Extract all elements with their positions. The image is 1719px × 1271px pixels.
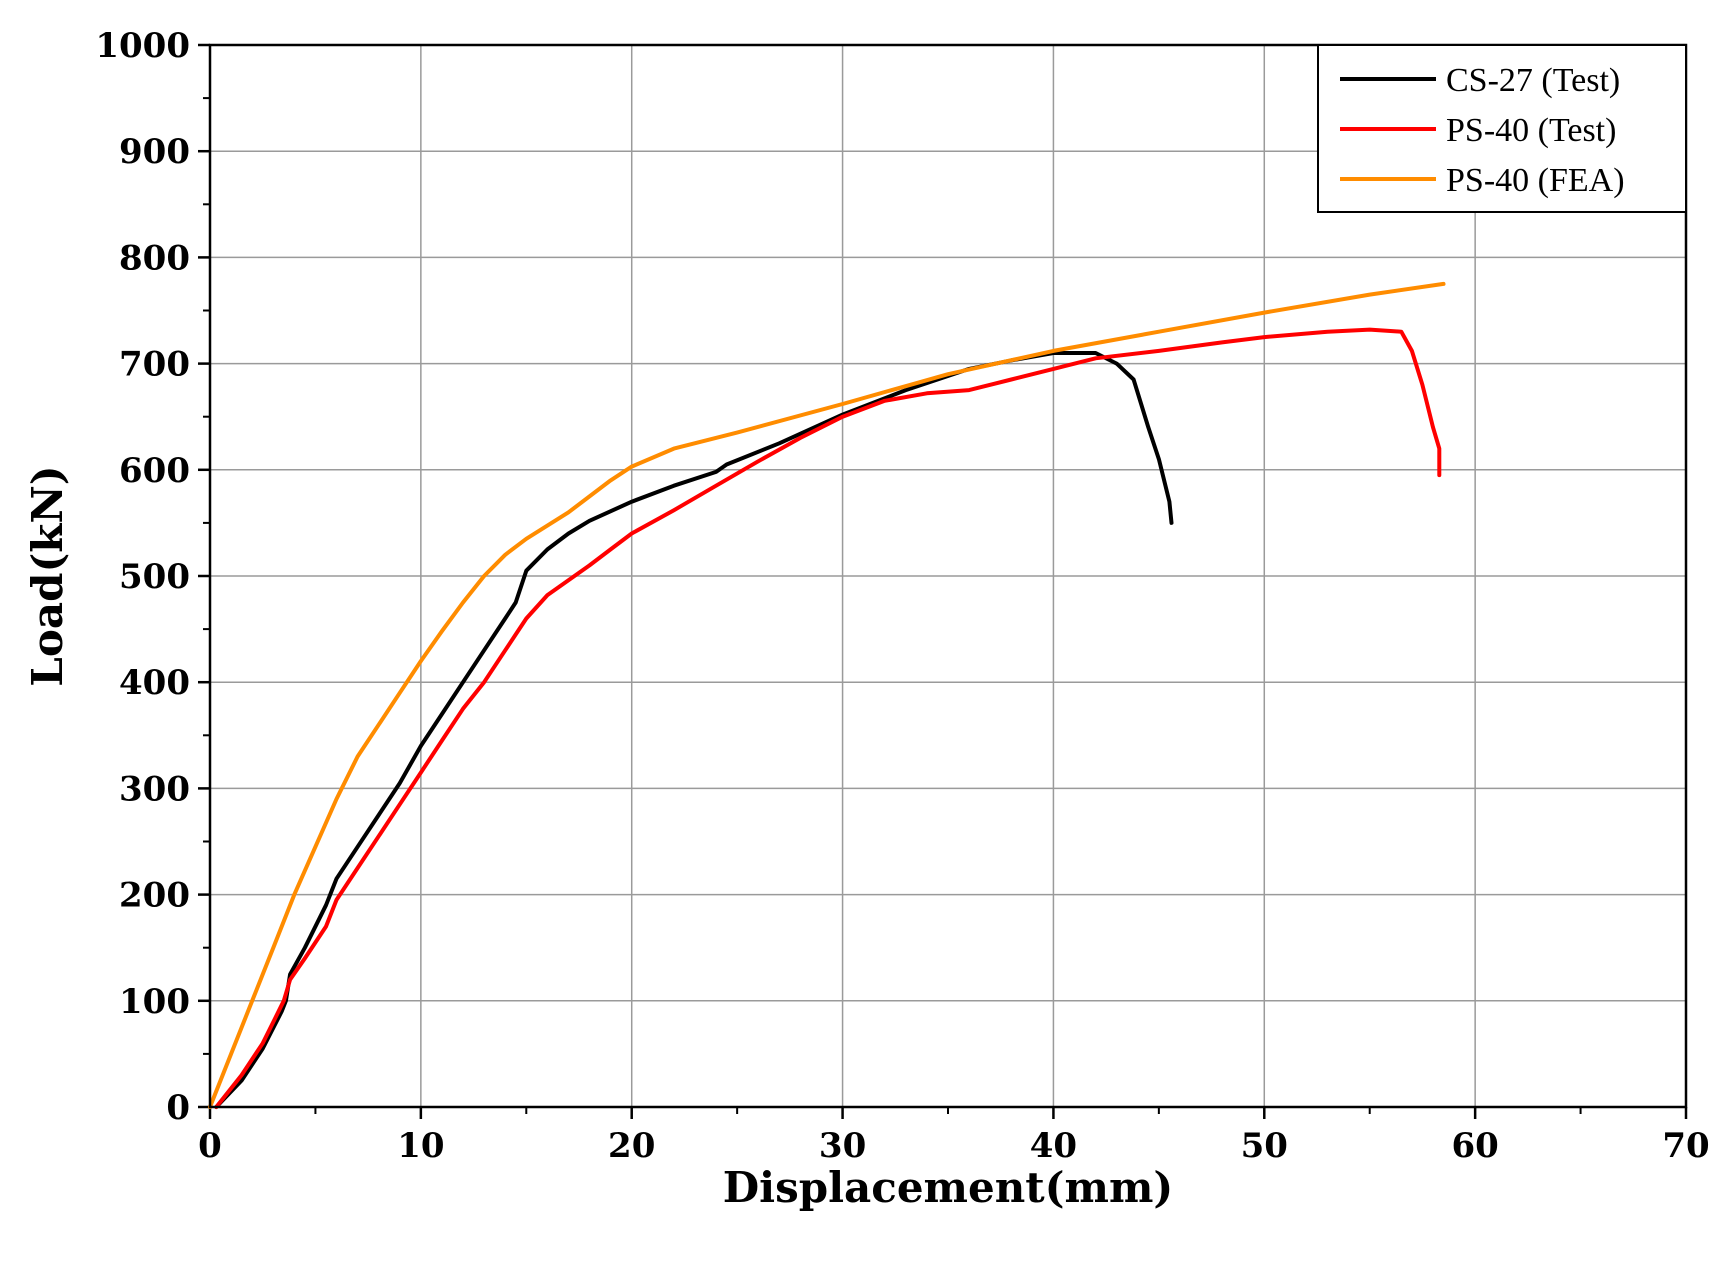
x-tick-label: 70 — [1662, 1126, 1709, 1166]
x-tick-label: 60 — [1451, 1126, 1498, 1166]
grid — [210, 45, 1686, 1107]
legend-label-1: CS-27 (Test) — [1446, 62, 1620, 99]
legend-label-3: PS-40 (FEA) — [1446, 162, 1625, 199]
x-tick-labels: 0 10 20 30 40 50 60 70 — [198, 1126, 1710, 1166]
y-tick-label: 800 — [119, 238, 190, 278]
y-tick-label: 100 — [119, 982, 190, 1022]
series-line-2 — [214, 327, 1442, 1109]
series-layer — [208, 281, 1446, 1109]
y-tick-label: 0 — [166, 1088, 190, 1128]
x-tick-label: 10 — [397, 1126, 444, 1166]
y-axis-label: Load(kN) — [23, 465, 72, 686]
legend-label-2: PS-40 (Test) — [1446, 112, 1616, 149]
x-tick-label: 20 — [608, 1126, 655, 1166]
x-tick-label: 50 — [1241, 1126, 1288, 1166]
y-tick-label: 900 — [119, 132, 190, 172]
series-line-1 — [214, 351, 1174, 1109]
x-tick-label: 0 — [198, 1126, 222, 1166]
y-tick-label: 400 — [119, 663, 190, 703]
y-tick-labels: 0 100 200 300 400 500 600 700 800 900 1000 — [95, 26, 190, 1128]
y-tick-label: 500 — [119, 557, 190, 597]
y-tick-label: 300 — [119, 769, 190, 809]
plot-frame — [208, 43, 1688, 1109]
y-tick-label: 200 — [119, 876, 190, 916]
y-tick-label: 1000 — [95, 26, 190, 66]
x-tick-label: 40 — [1030, 1126, 1077, 1166]
y-tick-label: 700 — [119, 345, 190, 385]
y-tick-label: 600 — [119, 451, 190, 491]
x-tick-label: 30 — [819, 1126, 866, 1166]
series-line-3 — [208, 281, 1446, 1109]
legend: CS-27 (Test) PS-40 (Test) PS-40 (FEA) — [1317, 44, 1687, 213]
x-axis-label: Displacement(mm) — [723, 1163, 1174, 1212]
